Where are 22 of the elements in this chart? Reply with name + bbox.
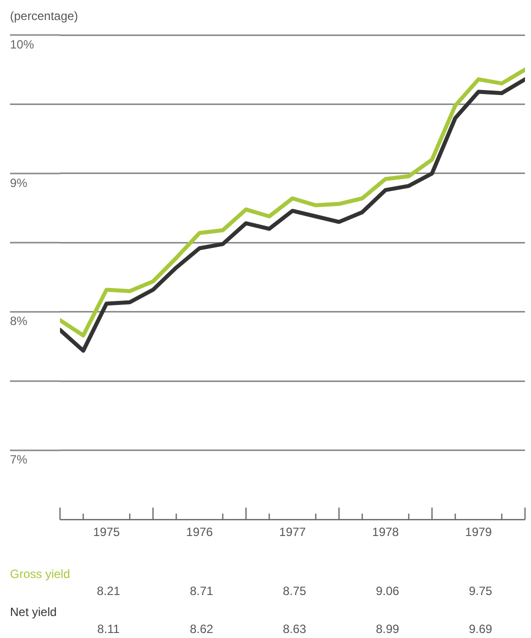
- y-tick-label: 9%: [10, 176, 28, 190]
- text: 8.62: [190, 622, 214, 636]
- text: 9.75: [468, 584, 492, 598]
- text: Gross yield: [10, 567, 70, 581]
- text: 9.06: [376, 584, 400, 598]
- y-tick-label: 10%: [10, 37, 34, 52]
- y-tick-label: 7%: [10, 452, 28, 467]
- x-tick-label: 1975: [93, 525, 120, 540]
- y-axis-title: (percentage): [10, 9, 78, 23]
- text: 8.75: [282, 584, 306, 598]
- text: 8.99: [376, 622, 400, 636]
- text: Net yield: [10, 605, 57, 619]
- text: 8.11: [97, 622, 120, 636]
- text: 9.69: [468, 622, 492, 636]
- y-tick-label: 8%: [10, 314, 28, 328]
- x-tick-label: 1977: [279, 525, 306, 540]
- text: 8.63: [282, 622, 306, 636]
- x-tick-label: 1976: [186, 525, 214, 540]
- x-tick-label: 1978: [372, 525, 400, 540]
- x-tick-label: 1979: [465, 525, 492, 540]
- text: 8.21: [96, 584, 120, 598]
- text: 8.71: [190, 584, 214, 598]
